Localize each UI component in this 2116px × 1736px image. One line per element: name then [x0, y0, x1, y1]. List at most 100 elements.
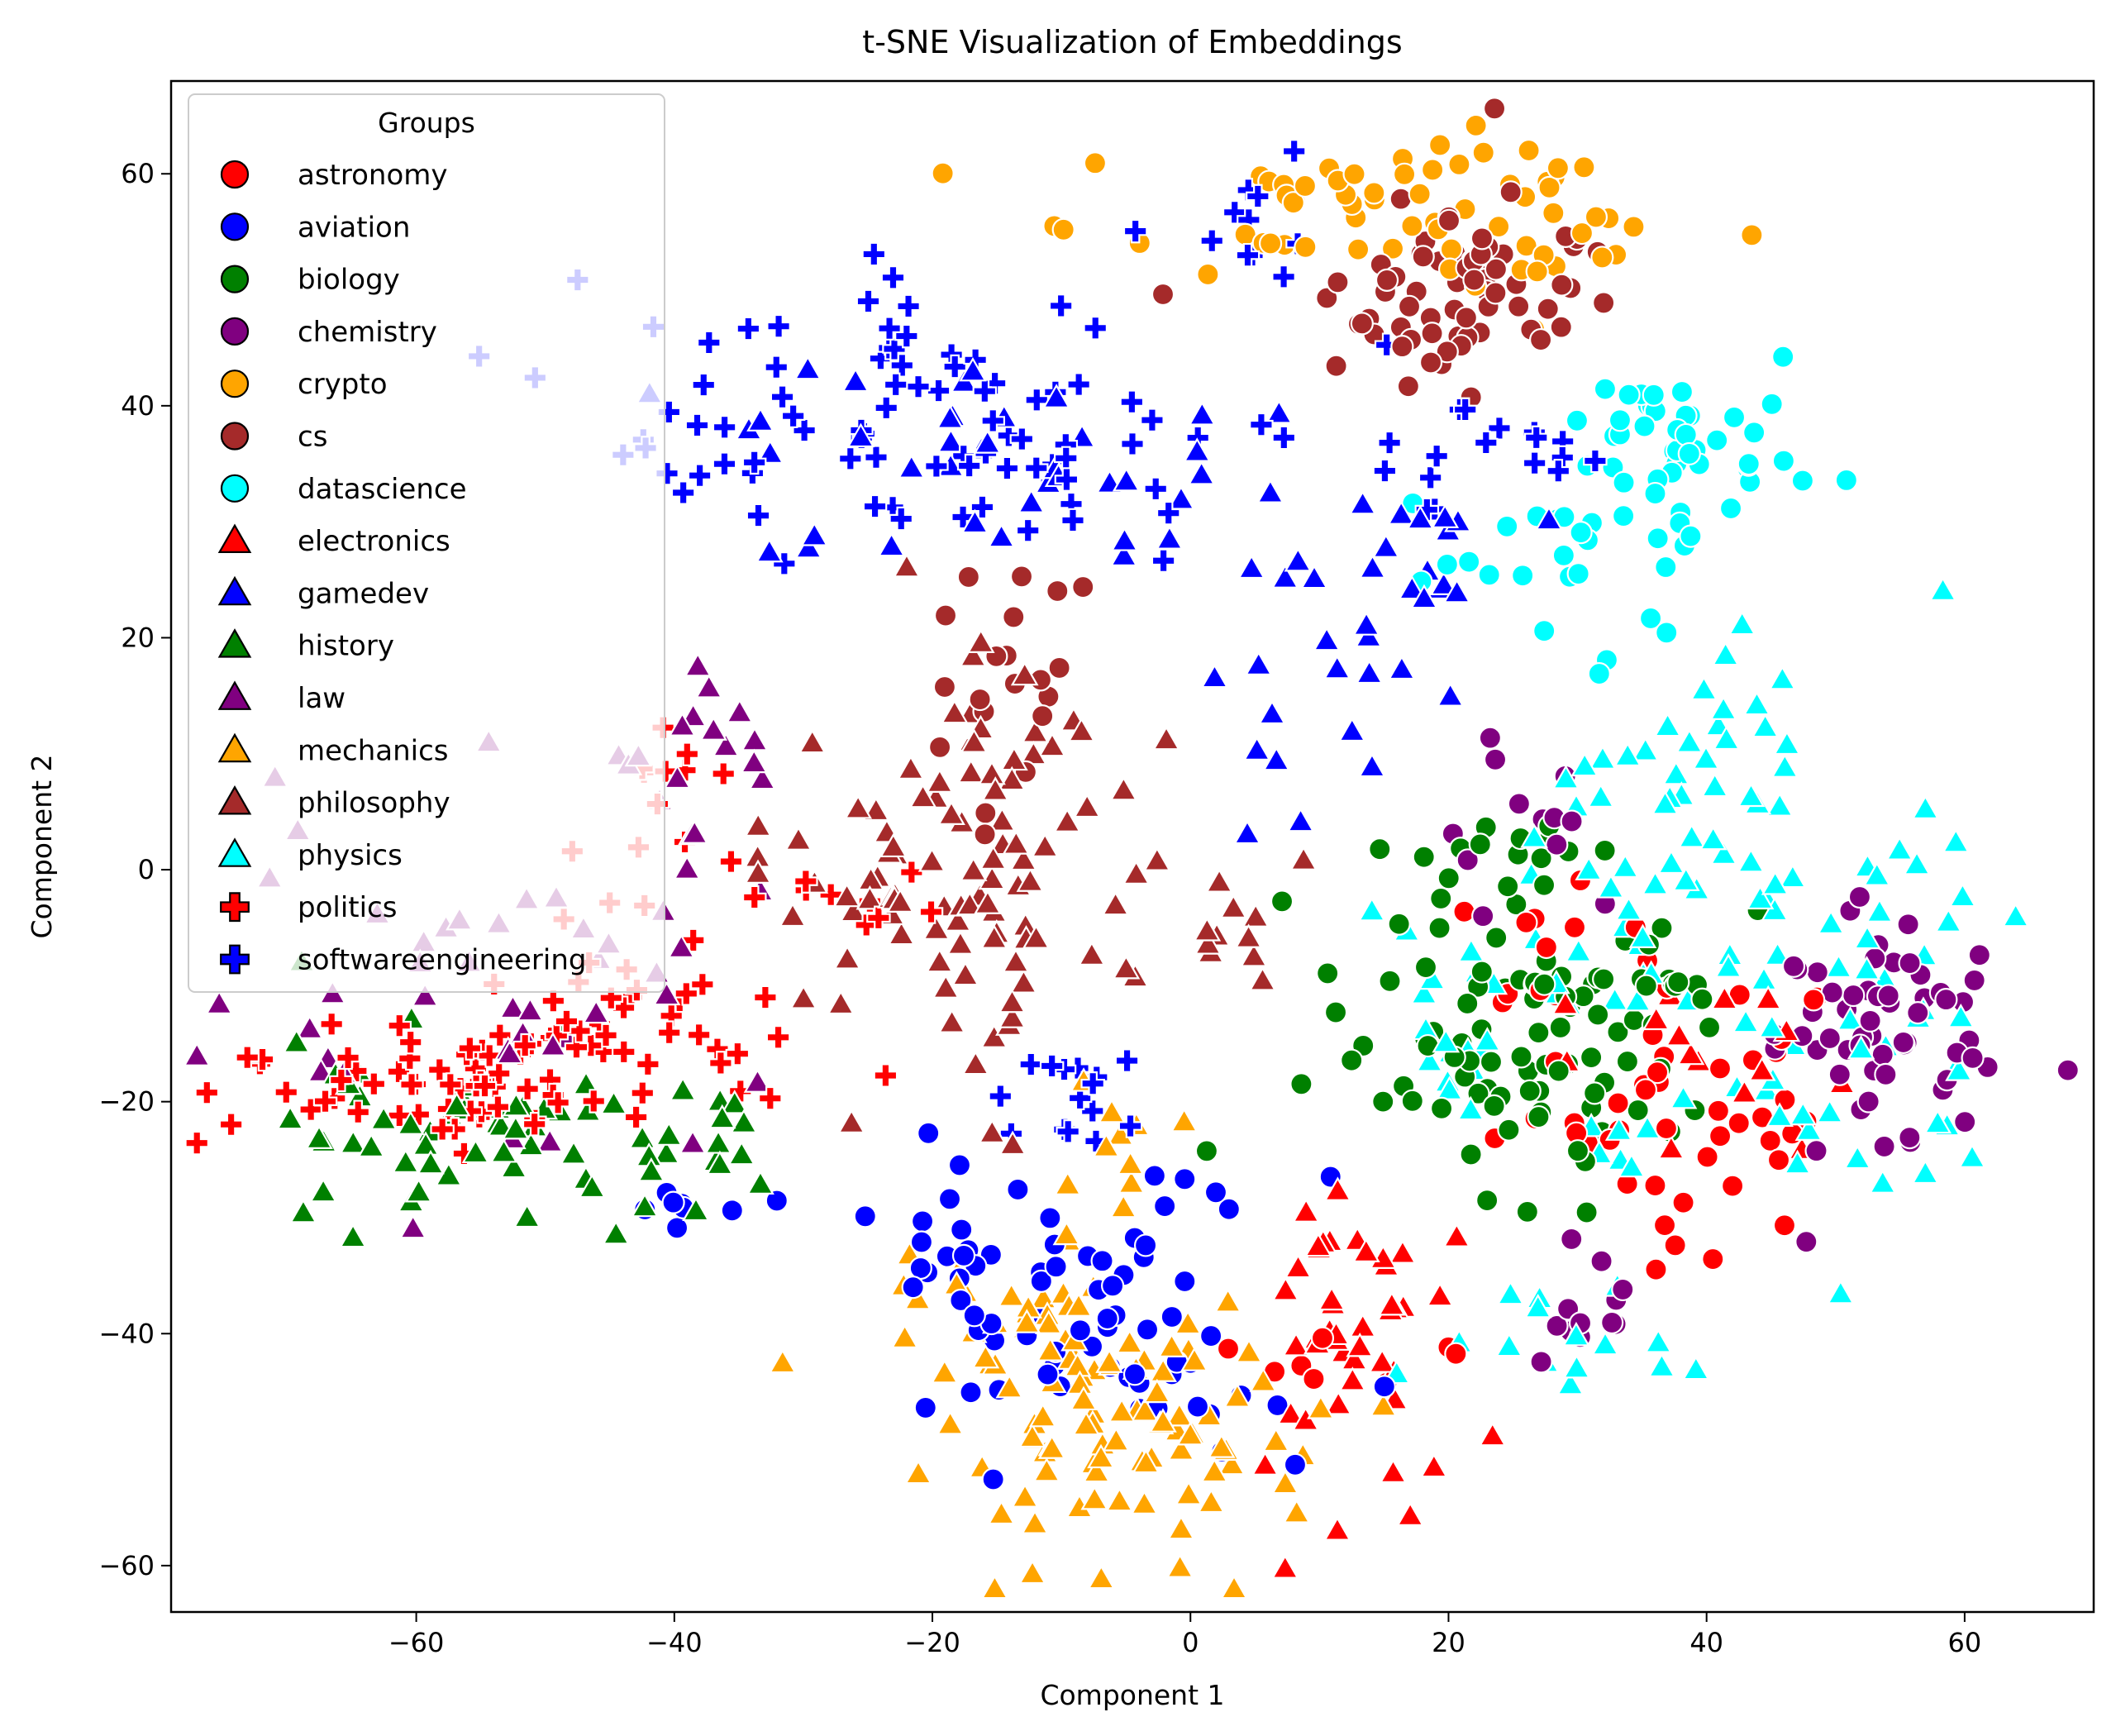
point-physics [1911, 794, 1940, 820]
point-physics [1836, 1006, 1865, 1031]
point-datascience [1760, 392, 1784, 416]
x-tick-label: −60 [388, 1627, 445, 1658]
point-biology [1697, 1015, 1722, 1039]
point-gamedev [1265, 399, 1294, 424]
point-physics [1689, 675, 1718, 700]
legend-label-history: history [298, 630, 394, 663]
point-softwareengineering [691, 372, 717, 398]
point-datascience [1593, 377, 1618, 401]
point-philosophy [1112, 954, 1141, 980]
point-politics [581, 1089, 606, 1114]
point-mechanics [890, 1323, 919, 1348]
point-politics [522, 1112, 547, 1137]
point-electronics [1389, 1239, 1417, 1264]
point-politics [515, 1076, 540, 1101]
legend-label-politics: politics [298, 891, 397, 924]
point-philosophy [974, 889, 1002, 914]
point-mechanics [1105, 1486, 1134, 1512]
point-physics [1631, 737, 1660, 761]
point-politics [541, 988, 566, 1013]
point-biology [1622, 1008, 1646, 1033]
point-aviation [1006, 1177, 1030, 1202]
point-gamedev [1042, 384, 1070, 408]
point-gamedev [1242, 736, 1271, 761]
point-physics [1457, 937, 1485, 962]
point-mechanics [1072, 1410, 1100, 1436]
point-biology [1496, 875, 1520, 899]
point-gamedev [1358, 752, 1386, 778]
point-gamedev [877, 532, 906, 557]
point-softwareengineering [994, 455, 1020, 481]
point-crypto [1622, 215, 1646, 239]
point-physics [1853, 924, 1881, 950]
point-physics [1628, 923, 1657, 949]
point-physics [1783, 1149, 1812, 1175]
point-mechanics [1142, 1378, 1171, 1404]
point-philosophy [932, 974, 960, 999]
point-history [305, 1124, 333, 1150]
point-philosophy [988, 807, 1017, 832]
point-physics [1852, 956, 1881, 980]
legend-label-aviation: aviation [298, 211, 410, 244]
point-gamedev [897, 454, 926, 479]
point-datascience [1532, 619, 1556, 643]
point-chemistry [1962, 968, 1986, 993]
point-history [706, 1150, 734, 1176]
point-physics [1671, 866, 1700, 891]
point-softwareengineering [1156, 500, 1181, 526]
point-mechanics [1080, 1485, 1109, 1510]
point-astronomy [1671, 1190, 1695, 1214]
point-philosophy [1193, 917, 1222, 942]
point-politics [564, 1035, 589, 1060]
point-gamedev [1442, 578, 1471, 603]
point-biology [1593, 838, 1617, 863]
point-gamedev [746, 407, 774, 432]
point-mechanics [1213, 1288, 1242, 1313]
point-physics [1562, 1353, 1591, 1379]
point-history [339, 1223, 367, 1248]
point-biology [1475, 1188, 1499, 1213]
point-mechanics [1207, 1433, 1236, 1458]
point-gamedev [1535, 505, 1563, 531]
point-electronics [1665, 1022, 1694, 1047]
point-history [396, 1110, 425, 1135]
point-datascience [1587, 661, 1611, 686]
point-physics [1520, 823, 1548, 848]
point-datascience [1679, 524, 1703, 548]
point-politics [329, 1067, 354, 1093]
point-gamedev [936, 427, 965, 453]
point-gamedev [794, 533, 823, 559]
point-mechanics [1176, 1421, 1204, 1446]
point-aviation [1133, 1233, 1158, 1257]
point-datascience [1638, 606, 1663, 631]
point-aviation [1029, 1269, 1053, 1293]
point-philosophy [744, 859, 772, 884]
point-philosophy [1152, 725, 1180, 751]
x-tick-label: 0 [1182, 1627, 1199, 1658]
legend-label-physics: physics [298, 839, 403, 872]
point-physics [1473, 1027, 1502, 1052]
point-cs [1046, 579, 1070, 603]
point-mechanics [1131, 1397, 1159, 1422]
point-history [442, 1091, 471, 1117]
point-chemistry [1529, 1350, 1553, 1374]
y-tick-label: 0 [138, 854, 155, 885]
point-philosophy [1053, 808, 1082, 832]
point-biology [1429, 1096, 1454, 1120]
point-philosophy [897, 755, 925, 780]
point-politics [398, 1046, 422, 1071]
point-chemistry [1876, 984, 1900, 1008]
plot-frame [169, 79, 2095, 1614]
point-softwareengineering [712, 415, 737, 440]
point-mechanics [1036, 1337, 1065, 1362]
point-chemistry [1842, 983, 1866, 1008]
point-physics [1923, 1109, 1952, 1134]
point-aviation [917, 1121, 941, 1145]
point-physics [1779, 863, 1807, 889]
point-aviation [1217, 1197, 1241, 1221]
point-history [357, 1133, 386, 1157]
point-gamedev [1112, 466, 1141, 492]
legend-label-cs: cs [298, 421, 327, 454]
point-physics [1410, 980, 1438, 1004]
point-electronics [1730, 1079, 1759, 1104]
